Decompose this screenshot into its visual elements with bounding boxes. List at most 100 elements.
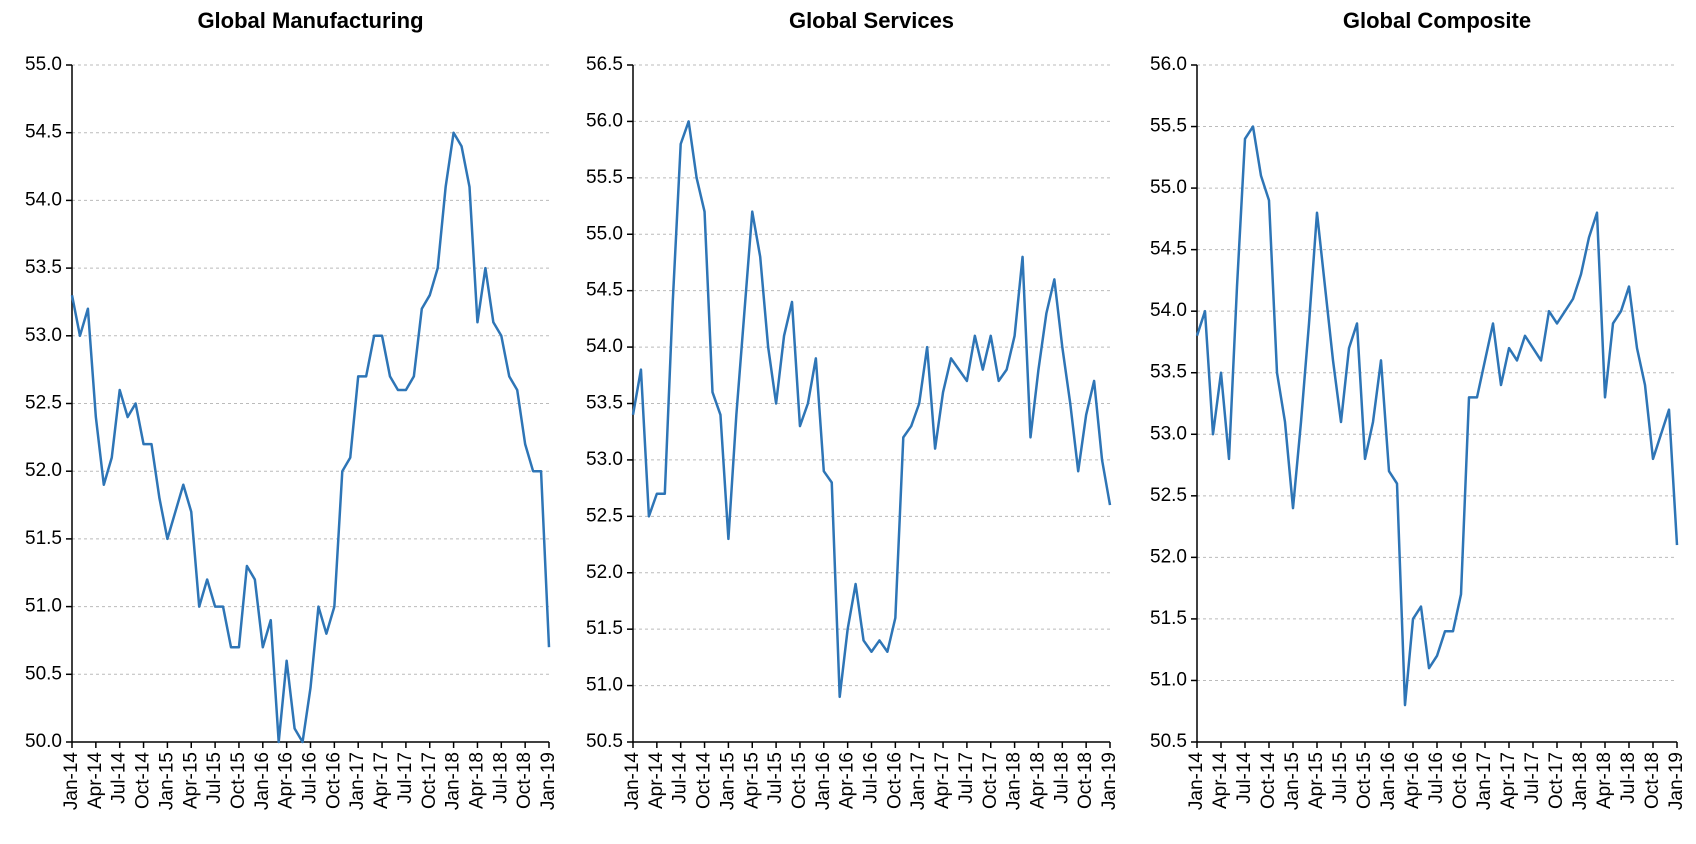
x-tick-label: Jan-19	[1099, 752, 1120, 810]
x-tick-label: Apr-15	[741, 752, 762, 809]
y-tick-label: 52.0	[1150, 546, 1187, 567]
x-tick-label: Jan-14	[61, 752, 82, 811]
y-tick-label: 54.0	[25, 189, 62, 210]
x-tick-label: Jul-16	[861, 752, 882, 804]
x-tick-label: Jul-14	[670, 752, 691, 804]
x-tick-label: Apr-15	[1306, 752, 1327, 809]
y-tick-label: 53.5	[1150, 362, 1187, 383]
x-tick-label: Jul-16	[300, 752, 321, 804]
y-tick-label: 53.0	[25, 325, 62, 346]
y-tick-label: 55.0	[586, 223, 623, 244]
x-tick-label: Oct-15	[789, 752, 810, 809]
x-tick-label: Oct-14	[1258, 752, 1279, 809]
x-tick-label: Oct-15	[1354, 752, 1375, 809]
x-tick-label: Jan-17	[347, 752, 368, 810]
x-tick-label: Jul-18	[1051, 752, 1072, 804]
y-tick-label: 54.0	[1150, 300, 1187, 321]
x-tick-label: Oct-18	[1075, 752, 1096, 809]
x-tick-label: Jan-16	[1378, 752, 1399, 810]
y-tick-label: 52.0	[586, 562, 623, 583]
x-tick-label: Oct-17	[1546, 752, 1567, 809]
x-tick-label: Oct-16	[1450, 752, 1471, 809]
x-tick-label: Oct-16	[884, 752, 905, 809]
y-tick-label: 51.5	[586, 618, 623, 639]
y-tick-label: 54.5	[1150, 239, 1187, 260]
x-tick-label: Jul-14	[1234, 752, 1255, 804]
y-tick-label: 56.0	[1150, 54, 1187, 75]
x-tick-label: Jan-18	[443, 752, 464, 810]
x-tick-label: Oct-18	[1642, 752, 1663, 809]
y-tick-label: 55.0	[25, 54, 62, 75]
series-line	[1195, 125, 1679, 707]
x-tick-label: Apr-18	[1594, 752, 1615, 809]
y-tick-label: 52.5	[586, 505, 623, 526]
x-tick-label: Jan-14	[622, 752, 643, 811]
x-tick-label: Apr-15	[180, 752, 201, 809]
y-tick-label: 54.0	[586, 336, 623, 357]
x-tick-label: Jan-18	[1570, 752, 1591, 810]
x-tick-label: Apr-16	[276, 752, 297, 809]
y-tick-label: 51.5	[25, 528, 62, 549]
x-tick-label: Jan-19	[1666, 752, 1687, 810]
x-tick-label: Apr-18	[466, 752, 487, 809]
series-line	[70, 131, 551, 744]
y-tick-label: 54.5	[586, 280, 623, 301]
x-tick-label: Jan-17	[1474, 752, 1495, 810]
x-tick-label: Apr-16	[837, 752, 858, 809]
x-tick-label: Oct-16	[323, 752, 344, 809]
x-tick-label: Oct-17	[980, 752, 1001, 809]
x-tick-label: Apr-17	[932, 752, 953, 809]
x-tick-label: Oct-14	[133, 752, 154, 809]
y-tick-label: 55.5	[586, 167, 623, 188]
x-tick-label: Jul-17	[1522, 752, 1543, 804]
y-tick-label: 51.0	[1150, 669, 1187, 690]
x-tick-label: Jul-18	[1618, 752, 1639, 804]
y-tick-label: 55.0	[1150, 177, 1187, 198]
y-tick-label: 52.0	[25, 460, 62, 481]
x-tick-label: Apr-14	[1210, 752, 1231, 809]
x-tick-label: Jul-14	[109, 752, 130, 804]
y-tick-label: 52.5	[1150, 485, 1187, 506]
x-tick-label: Jul-16	[1426, 752, 1447, 804]
x-tick-label: Jan-15	[717, 752, 738, 810]
x-tick-label: Jul-15	[204, 752, 225, 804]
series-line	[631, 120, 1112, 699]
x-tick-label: Apr-16	[1402, 752, 1423, 809]
x-tick-label: Apr-17	[1498, 752, 1519, 809]
y-tick-label: 53.5	[586, 393, 623, 414]
x-tick-label: Apr-14	[85, 752, 106, 809]
y-tick-label: 51.5	[1150, 608, 1187, 629]
x-tick-label: Jan-15	[156, 752, 177, 810]
chart-title: Global Composite	[1343, 8, 1531, 33]
y-tick-label: 54.5	[25, 122, 62, 143]
chart-title: Global Services	[789, 8, 954, 33]
y-tick-label: 52.5	[25, 393, 62, 414]
y-tick-label: 51.0	[25, 596, 62, 617]
x-tick-label: Oct-17	[419, 752, 440, 809]
chart-title: Global Manufacturing	[197, 8, 423, 33]
y-tick-label: 56.5	[586, 54, 623, 75]
y-tick-label: 53.0	[586, 449, 623, 470]
x-tick-label: Jan-14	[1186, 752, 1207, 811]
y-tick-label: 50.5	[1150, 731, 1187, 752]
y-tick-label: 50.5	[25, 663, 62, 684]
y-tick-label: 56.0	[586, 110, 623, 131]
x-tick-label: Jul-17	[395, 752, 416, 804]
x-tick-label: Jan-19	[538, 752, 559, 810]
x-tick-label: Jan-17	[908, 752, 929, 810]
x-tick-label: Jul-17	[956, 752, 977, 804]
y-tick-label: 55.5	[1150, 116, 1187, 137]
y-tick-label: 53.0	[1150, 423, 1187, 444]
y-tick-label: 50.0	[25, 731, 62, 752]
y-tick-label: 53.5	[25, 257, 62, 278]
x-tick-label: Jul-15	[1330, 752, 1351, 804]
x-tick-label: Apr-17	[371, 752, 392, 809]
x-tick-label: Apr-18	[1027, 752, 1048, 809]
x-tick-label: Oct-14	[694, 752, 715, 809]
x-tick-label: Jan-16	[813, 752, 834, 810]
x-tick-label: Jul-15	[765, 752, 786, 804]
x-tick-label: Apr-14	[646, 752, 667, 809]
x-tick-label: Jan-15	[1282, 752, 1303, 810]
y-tick-label: 50.5	[586, 731, 623, 752]
